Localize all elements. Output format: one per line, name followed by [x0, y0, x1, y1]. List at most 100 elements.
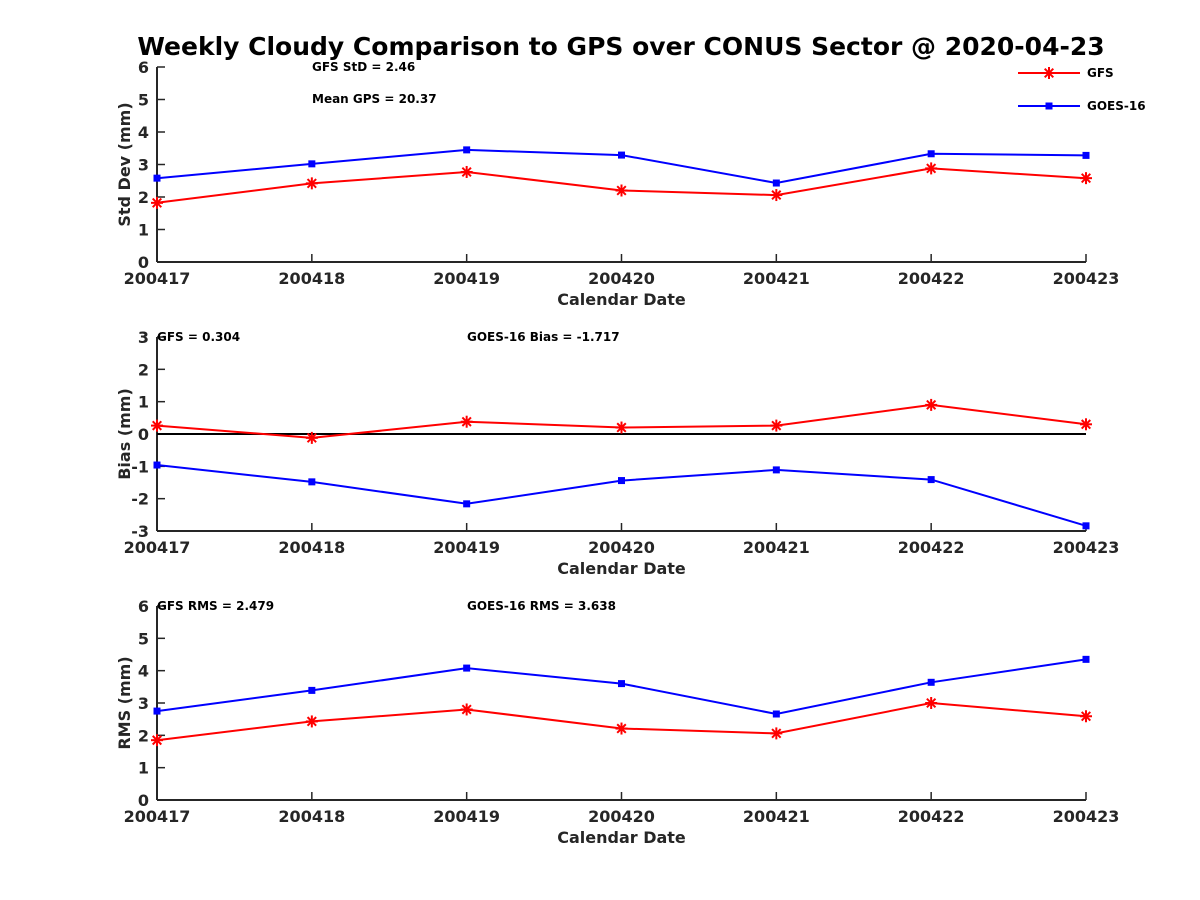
x-tick-label: 200422 [898, 269, 965, 288]
y-tick-label: -1 [131, 457, 149, 476]
legend-marker-gfs [1043, 67, 1055, 79]
data-point-gfs-d2 [151, 420, 163, 431]
data-point-gfs-d2 [771, 420, 782, 431]
data-point-goes16 [618, 151, 625, 159]
stat-annotation: GFS = 0.304 [157, 330, 240, 344]
x-tick-label: 200420 [588, 269, 655, 288]
y-axis-label: Bias (mm) [115, 388, 134, 480]
stat-annotation: GFS StD = 2.46 [312, 60, 415, 74]
y-tick-label: 6 [138, 597, 149, 616]
x-tick-label: 200421 [743, 807, 810, 826]
y-tick-label: 2 [138, 726, 149, 745]
data-point-gfs [305, 177, 318, 190]
data-point-goes16 [308, 160, 316, 168]
data-point-gfs-d2 [306, 178, 317, 189]
y-axis-label: Std Dev (mm) [115, 102, 134, 226]
data-point-goes16 [308, 478, 316, 486]
legend-label-goes16: GOES-16 [1087, 99, 1146, 113]
x-tick-label: 200417 [124, 269, 191, 288]
data-point-gfs-d2 [151, 197, 163, 208]
stat-annotation: GFS RMS = 2.479 [157, 599, 274, 613]
data-point-goes16 [618, 477, 625, 485]
data-point-gfs-d2 [461, 704, 472, 715]
data-point-gfs-d2 [1080, 173, 1092, 184]
y-tick-label: -3 [131, 522, 149, 541]
data-point-gfs [770, 189, 783, 202]
data-point-gfs [925, 162, 938, 175]
x-tick-label: 200422 [898, 538, 965, 557]
data-point-gfs-d2 [771, 728, 782, 739]
x-tick-label: 200420 [588, 807, 655, 826]
y-tick-label: 1 [138, 393, 149, 412]
data-point-gfs [460, 703, 473, 716]
series-line-gfs [156, 701, 1087, 742]
y-tick-label: 0 [138, 791, 149, 810]
data-point-gfs [615, 184, 628, 197]
y-tick-label: 0 [138, 253, 149, 272]
data-point-gfs-d2 [616, 185, 627, 196]
x-tick-label: 200419 [433, 807, 500, 826]
data-point-goes16 [772, 710, 780, 718]
data-point-gfs [1080, 418, 1092, 431]
legend: GFS GOES-16 [1018, 66, 1146, 113]
x-tick-label: 200423 [1053, 807, 1120, 826]
x-tick-label: 200421 [743, 269, 810, 288]
y-tick-label: 4 [138, 123, 149, 142]
data-point-gfs-d2 [151, 735, 163, 746]
data-point-gfs-d2 [1080, 711, 1092, 722]
data-point-gfs [1080, 710, 1092, 723]
figure-title: Weekly Cloudy Comparison to GPS over CON… [137, 32, 1104, 61]
x-axis-label: Calendar Date [557, 828, 686, 847]
data-point-gfs [460, 415, 473, 428]
x-tick-label: 200417 [124, 807, 191, 826]
x-tick-label: 200423 [1053, 538, 1120, 557]
y-tick-label: 4 [138, 662, 149, 681]
legend-label-gfs: GFS [1087, 66, 1114, 80]
y-tick-label: 1 [138, 221, 149, 240]
data-point-gfs [615, 722, 628, 735]
data-point-gfs-d2 [461, 416, 472, 427]
x-tick-label: 200421 [743, 538, 810, 557]
stat-annotation: GOES-16 Bias = -1.717 [467, 330, 620, 344]
data-point-gfs [770, 727, 783, 740]
data-point-gfs-d2 [926, 399, 937, 410]
data-point-gfs-d2 [461, 166, 472, 177]
data-point-gfs [925, 398, 938, 411]
x-tick-label: 200420 [588, 538, 655, 557]
legend-marker-gfs-d2 [1043, 67, 1055, 79]
data-point-gfs [151, 734, 163, 747]
data-point-goes16 [772, 466, 780, 474]
series-line-goes16 [156, 464, 1087, 527]
data-point-goes16 [153, 174, 161, 182]
y-tick-label: 5 [138, 91, 149, 110]
data-point-goes16 [1082, 655, 1090, 663]
data-point-gfs-d2 [926, 163, 937, 174]
data-point-gfs-d2 [306, 432, 317, 443]
x-axis-label: Calendar Date [557, 559, 686, 578]
y-tick-label: 5 [138, 629, 149, 648]
y-axis-label: RMS (mm) [115, 656, 134, 749]
stat-annotation: Mean GPS = 20.37 [312, 92, 437, 106]
data-point-gfs [925, 697, 938, 709]
data-point-goes16 [772, 179, 780, 187]
data-point-goes16 [153, 707, 161, 715]
data-point-goes16 [927, 678, 935, 686]
x-tick-label: 200418 [278, 538, 345, 557]
x-tick-label: 200417 [124, 538, 191, 557]
x-tick-label: 200418 [278, 269, 345, 288]
y-tick-label: 2 [138, 360, 149, 379]
legend-marker-goes16 [1045, 102, 1053, 110]
data-point-gfs [151, 419, 163, 432]
data-point-gfs [1080, 172, 1092, 185]
data-point-goes16 [308, 686, 316, 694]
y-tick-label: 0 [138, 425, 149, 444]
data-point-gfs [615, 421, 628, 434]
panel-2: -3 -2 -1 0 1 2 3 200417 200418 200419 200420 200421… [115, 328, 1119, 578]
data-point-gfs-d2 [306, 716, 317, 727]
data-point-gfs [770, 419, 783, 432]
y-tick-label: 3 [138, 156, 149, 175]
y-tick-label: 6 [138, 58, 149, 77]
data-point-goes16 [463, 146, 471, 154]
x-tick-label: 200419 [433, 538, 500, 557]
